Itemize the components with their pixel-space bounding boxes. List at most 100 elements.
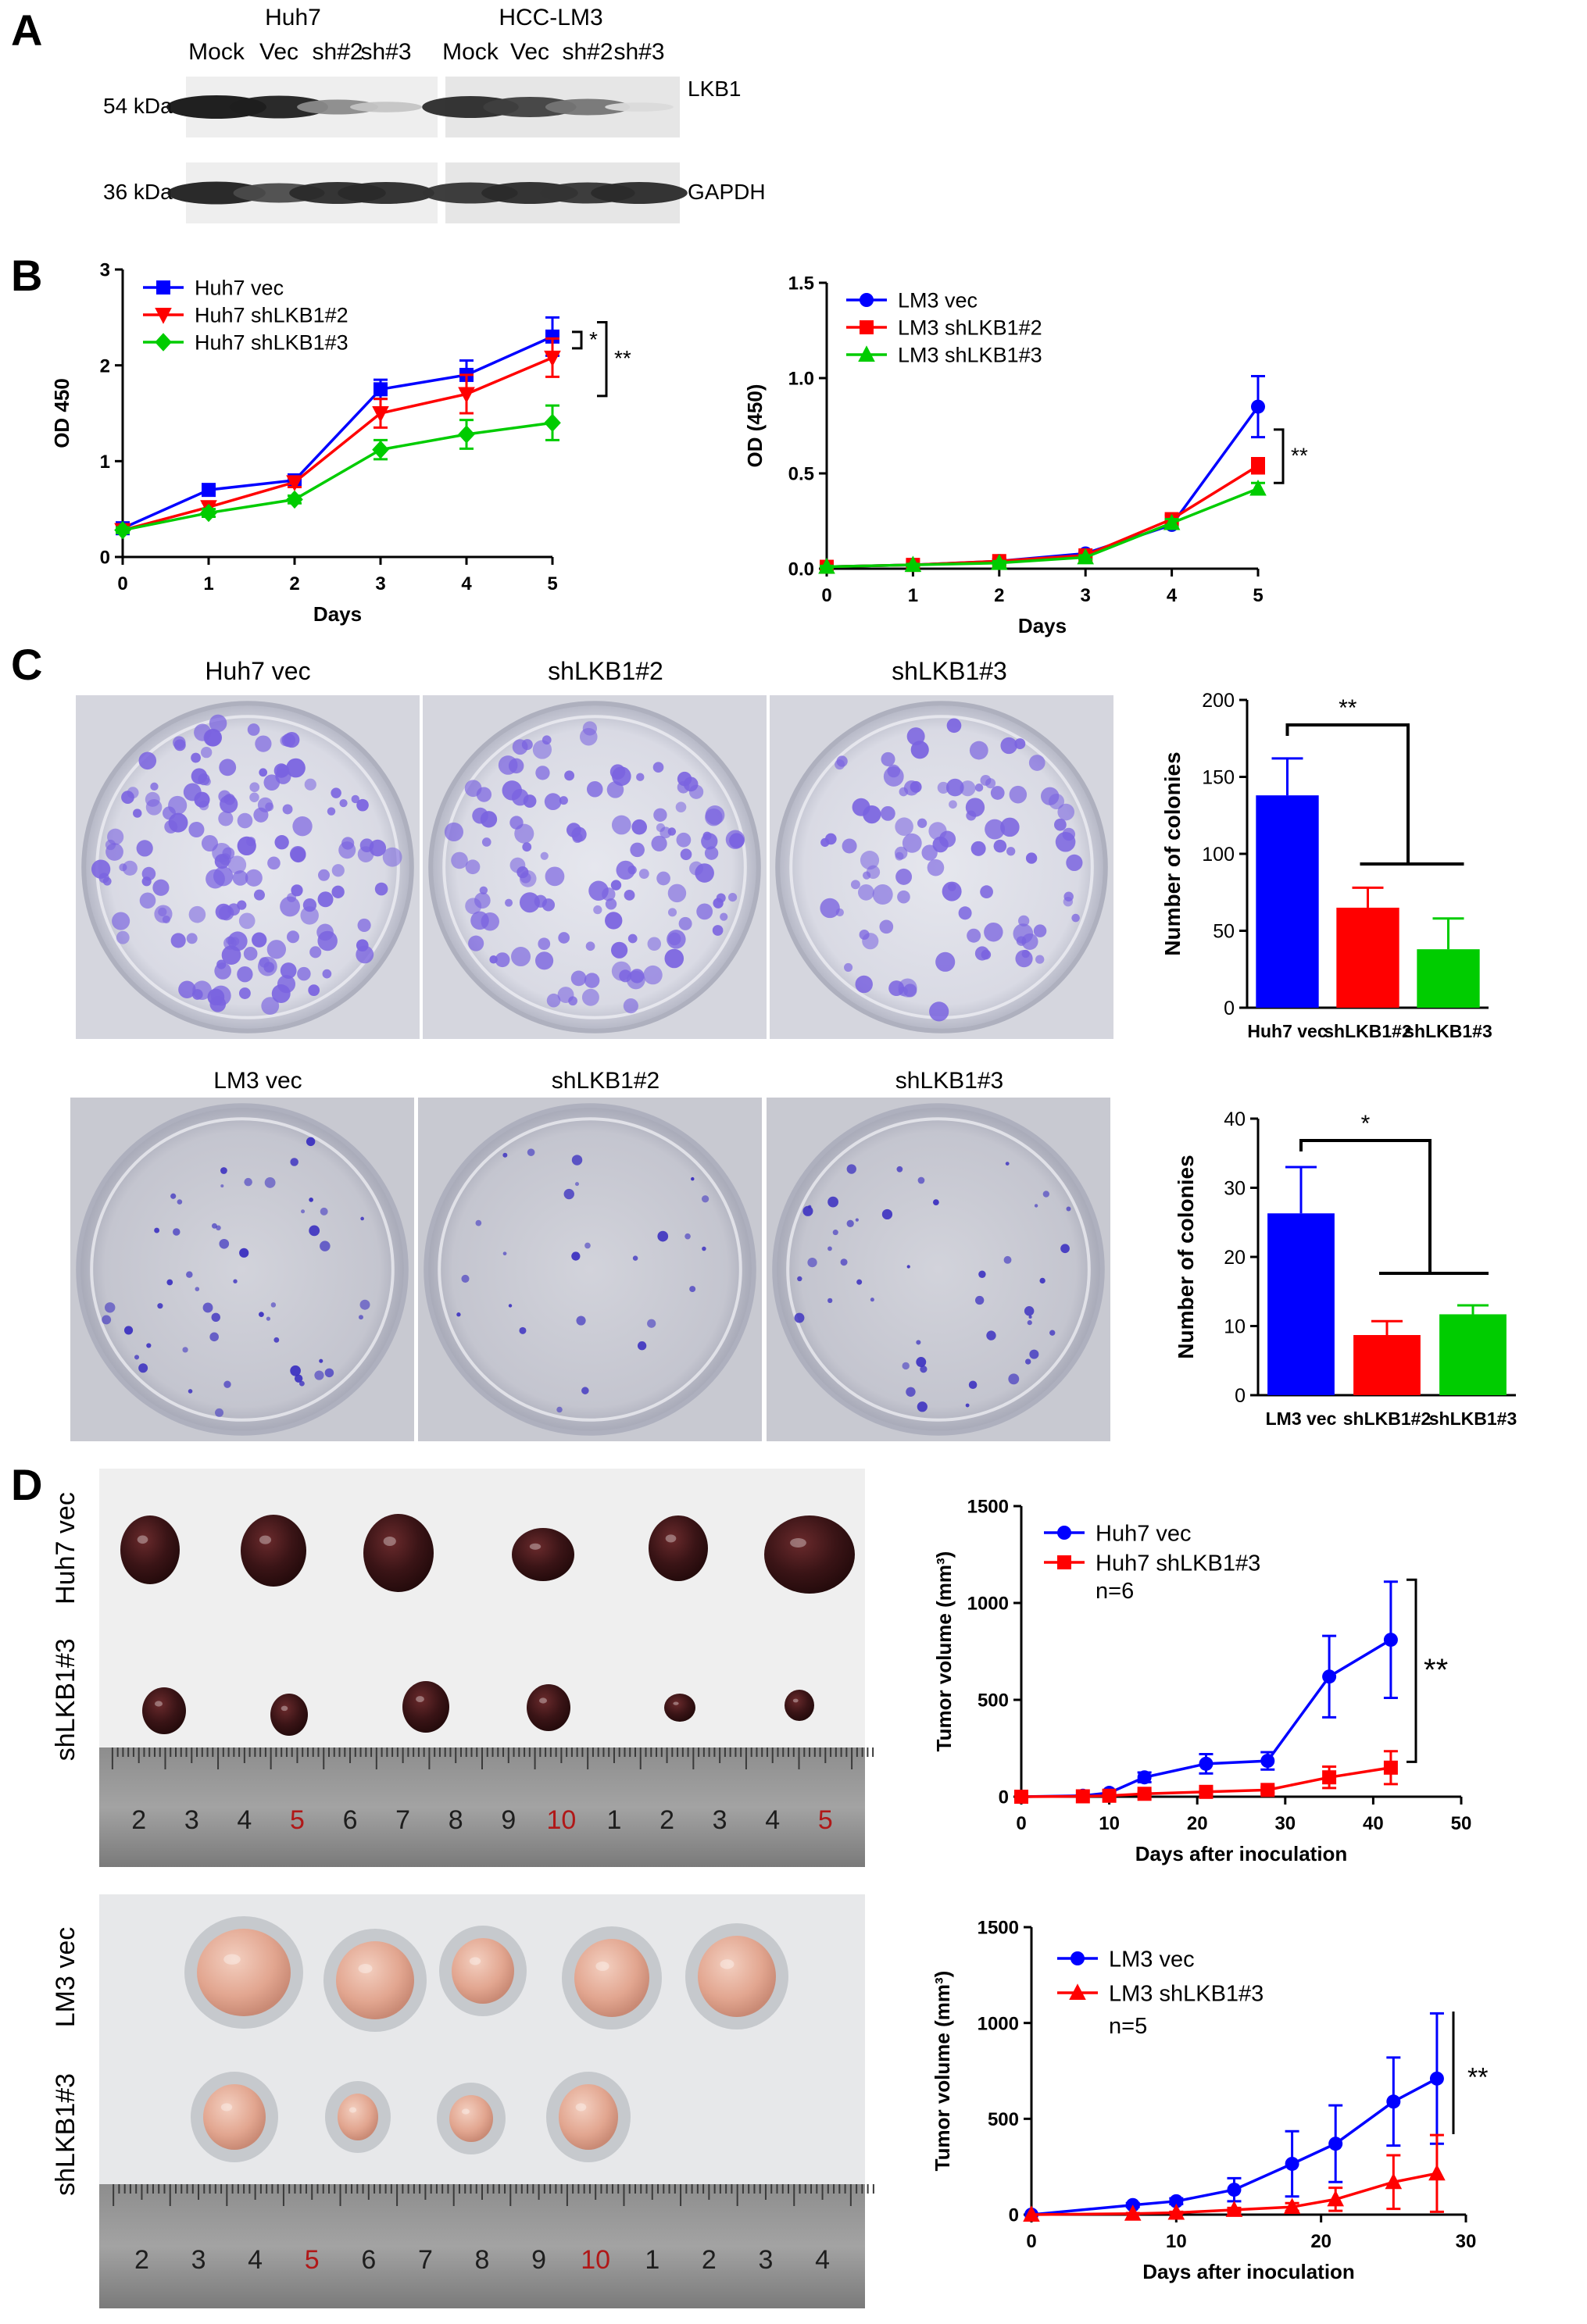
colony — [317, 930, 338, 951]
data-point — [155, 308, 172, 324]
x-tick-label: 30 — [1274, 1813, 1296, 1834]
colony — [359, 1299, 370, 1310]
colony — [317, 869, 330, 881]
lane-label: Vec — [259, 39, 298, 65]
ruler-number: 3 — [184, 1805, 199, 1835]
colony — [702, 831, 712, 841]
colony — [538, 937, 551, 951]
colony — [1055, 831, 1076, 852]
tumor — [512, 1528, 574, 1581]
colony — [863, 805, 881, 824]
data-point — [1057, 1526, 1071, 1540]
colony — [636, 773, 645, 781]
colony — [382, 847, 402, 867]
blot-band — [338, 182, 434, 204]
data-point — [818, 557, 835, 574]
tumor-highlight — [529, 1543, 542, 1550]
colony — [273, 1337, 280, 1343]
colony — [807, 1257, 817, 1268]
colony — [570, 970, 587, 987]
significance-bracket — [1274, 428, 1285, 484]
legend-label: LM3 shLKB1#2 — [898, 316, 1042, 340]
tumor — [197, 1929, 291, 2016]
colony — [331, 885, 345, 898]
ruler-number: 7 — [418, 2245, 433, 2275]
colony — [259, 1312, 264, 1317]
data-point — [1014, 1790, 1028, 1804]
significance-bracket — [597, 320, 608, 398]
series-line — [1031, 2077, 1438, 2216]
colony — [339, 799, 348, 808]
colony — [216, 1225, 221, 1231]
colony — [112, 912, 130, 930]
data-point — [860, 320, 874, 334]
colony — [150, 782, 159, 791]
data-point — [374, 382, 388, 397]
colony — [502, 1152, 508, 1158]
colony — [862, 871, 871, 880]
colony — [1005, 1162, 1010, 1166]
colony — [579, 727, 598, 746]
lane-label: Mock — [442, 39, 499, 65]
ruler-number: 9 — [531, 2245, 546, 2275]
colony — [357, 918, 371, 933]
colony — [643, 965, 663, 985]
y-axis-label: Number of colonies — [1174, 1155, 1198, 1358]
tumor-highlight — [790, 1538, 806, 1548]
tumor — [559, 2084, 618, 2150]
bar — [1267, 1213, 1335, 1395]
x-tick-label: Huh7 vec — [1247, 1021, 1327, 1041]
colony — [505, 898, 513, 907]
colony — [558, 932, 570, 944]
colony — [309, 1198, 313, 1202]
lane-labels: Mock Vec sh#2sh#3 Mock Vec sh#2 sh#3 — [188, 39, 664, 65]
colony — [675, 801, 687, 812]
lane-label: sh#2 — [312, 39, 363, 65]
colony — [186, 933, 198, 944]
colony — [835, 908, 844, 917]
colony — [286, 758, 306, 778]
colony — [464, 780, 482, 798]
photo-title: Huh7 vec — [205, 657, 310, 685]
significance-label: * — [589, 327, 598, 352]
colony — [932, 836, 949, 853]
tumor-highlight — [259, 1535, 272, 1544]
colony — [360, 1216, 364, 1221]
colony — [356, 945, 374, 964]
colony — [974, 946, 990, 961]
colony — [289, 845, 306, 862]
colony — [695, 863, 714, 883]
data-point — [1077, 548, 1094, 565]
colony — [290, 1158, 298, 1166]
data-point — [156, 280, 170, 295]
colony — [186, 1271, 193, 1278]
y-tick-label: 1000 — [978, 2013, 1019, 2034]
colony — [917, 1401, 928, 1412]
colony — [270, 1302, 277, 1308]
chart-b-left: 0 1 2 3 4 5 0 1 2 3 Days OD 450 Huh7 vec Huh7 shLKB1#… — [50, 260, 631, 626]
blot-band — [230, 95, 328, 119]
colony — [331, 864, 345, 877]
colony — [276, 764, 290, 777]
significance-bracket — [572, 330, 583, 350]
colony — [215, 903, 232, 920]
colony — [564, 770, 575, 781]
n-label: n=6 — [1096, 1579, 1134, 1604]
ruler-number: 8 — [449, 1805, 463, 1835]
colony — [696, 903, 713, 920]
group-label: shLKB1#3 — [51, 2073, 80, 2196]
colony — [511, 947, 531, 967]
colony — [689, 1286, 696, 1293]
data-point — [1249, 479, 1267, 496]
group-label-hcc-lm3: HCC-LM3 — [499, 5, 602, 30]
colony-dish-photo — [423, 695, 767, 1039]
tumor — [142, 1687, 186, 1734]
colony — [903, 780, 920, 796]
colony — [468, 935, 484, 951]
colony — [680, 848, 692, 861]
data-point — [1251, 399, 1265, 414]
colony — [266, 1316, 271, 1321]
colony-dish-photo — [418, 1098, 762, 1441]
colony — [233, 1279, 238, 1283]
colony — [158, 907, 167, 917]
